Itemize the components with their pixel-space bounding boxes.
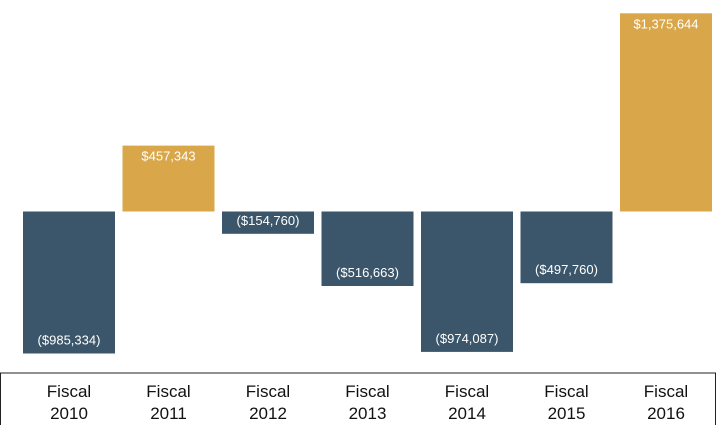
data-label: ($974,087)	[436, 331, 499, 346]
category-label: 2011	[150, 404, 187, 423]
data-label: $457,343	[141, 149, 195, 164]
category-label: Fiscal	[246, 382, 290, 401]
category-label: 2015	[548, 404, 586, 423]
category-label: 2013	[349, 404, 387, 423]
bar-fiscal-2011	[122, 145, 215, 212]
data-label: $1,375,644	[633, 16, 698, 31]
data-labels-group: ($985,334) $457,343 ($154,760) ($516,663) ($…	[38, 16, 699, 347]
category-label: 2012	[249, 404, 287, 423]
bar-fiscal-2015	[520, 211, 613, 284]
bar-fiscal-2010	[23, 211, 115, 354]
category-label: Fiscal	[644, 382, 688, 401]
bar-fiscal-2013	[321, 211, 414, 286]
bar-fiscal-2012	[222, 211, 314, 234]
category-label: Fiscal	[345, 382, 389, 401]
category-label: Fiscal	[47, 382, 91, 401]
category-label: Fiscal	[445, 382, 489, 401]
category-labels-group: Fiscal 2010 Fiscal 2011 Fiscal 2012 Fiscal 2013…	[47, 382, 688, 423]
data-label: ($985,334)	[38, 333, 101, 348]
data-label: ($497,760)	[535, 262, 598, 277]
data-label: ($516,663)	[336, 265, 399, 280]
bars-group	[23, 13, 712, 354]
category-label: Fiscal	[544, 382, 588, 401]
category-label: Fiscal	[146, 382, 190, 401]
x-axis	[0, 372, 716, 425]
data-label: ($154,760)	[237, 213, 300, 228]
category-label: 2010	[50, 404, 88, 423]
category-label: 2014	[448, 404, 486, 423]
bar-fiscal-2014	[421, 211, 513, 352]
bar-fiscal-2016	[620, 13, 712, 212]
category-label: 2016	[647, 404, 685, 423]
